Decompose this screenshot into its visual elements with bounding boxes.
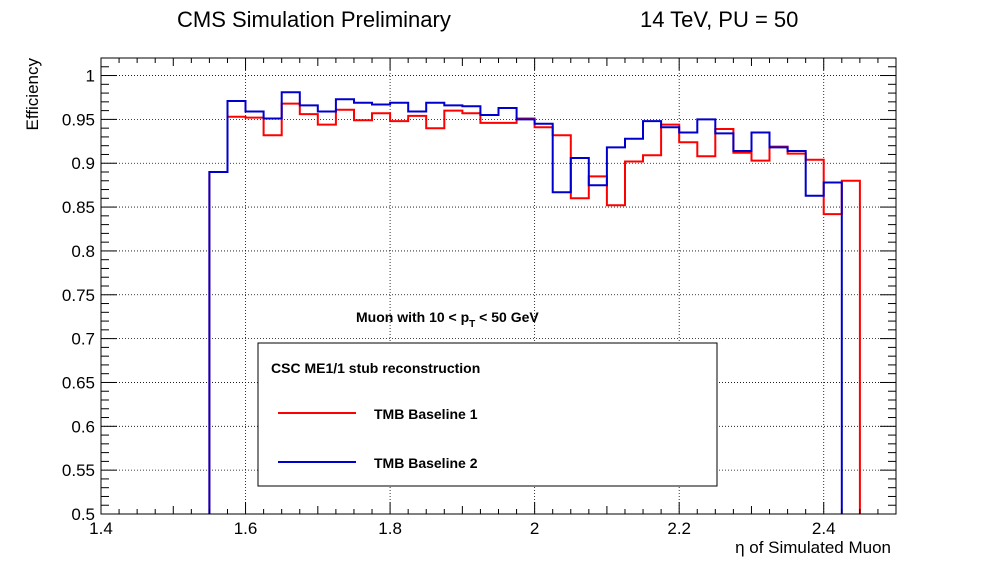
x-tick-label: 1.8 — [378, 519, 402, 538]
y-tick-label: 1 — [86, 67, 95, 86]
y-tick-label: 0.6 — [71, 417, 95, 436]
y-tick-label: 0.7 — [71, 330, 95, 349]
series-line-2 — [208, 91, 843, 514]
kinematic-annotation: Muon with 10 < pT < 50 GeV — [356, 309, 539, 330]
header-left: CMS Simulation Preliminary — [177, 7, 451, 32]
legend-title: CSC ME1/1 stub reconstruction — [271, 360, 480, 376]
annotation-prefix: Muon with 10 < p — [356, 309, 469, 325]
legend-entry-baseline-2: TMB Baseline 2 — [374, 455, 478, 471]
x-tick-label: 1.6 — [234, 519, 258, 538]
y-tick-label: 0.65 — [62, 373, 95, 392]
y-tick-label: 0.8 — [71, 242, 95, 261]
series-line-1 — [208, 102, 861, 514]
series-layer — [208, 91, 861, 514]
y-tick-label: 0.5 — [71, 505, 95, 524]
legend: CSC ME1/1 stub reconstruction TMB Baseli… — [257, 342, 718, 487]
y-tick-label: 0.85 — [62, 198, 95, 217]
annotation-subscript: T — [469, 319, 475, 330]
x-tick-label: 2.4 — [812, 519, 836, 538]
x-tick-label: 2 — [530, 519, 539, 538]
x-tick-label: 2.2 — [667, 519, 691, 538]
annotation-suffix: < 50 GeV — [475, 309, 539, 325]
x-axis-label: η of Simulated Muon — [735, 538, 891, 557]
y-tick-label: 0.75 — [62, 286, 95, 305]
y-axis-label: Efficiency — [23, 58, 42, 131]
axis-ticks — [100, 57, 897, 515]
header-right: 14 TeV, PU = 50 — [640, 7, 798, 32]
legend-entry-baseline-1: TMB Baseline 1 — [374, 406, 478, 422]
x-tick-label: 1.4 — [89, 519, 113, 538]
y-tick-label: 0.55 — [62, 461, 95, 480]
y-tick-label: 0.95 — [62, 110, 95, 129]
y-tick-label: 0.9 — [71, 154, 95, 173]
